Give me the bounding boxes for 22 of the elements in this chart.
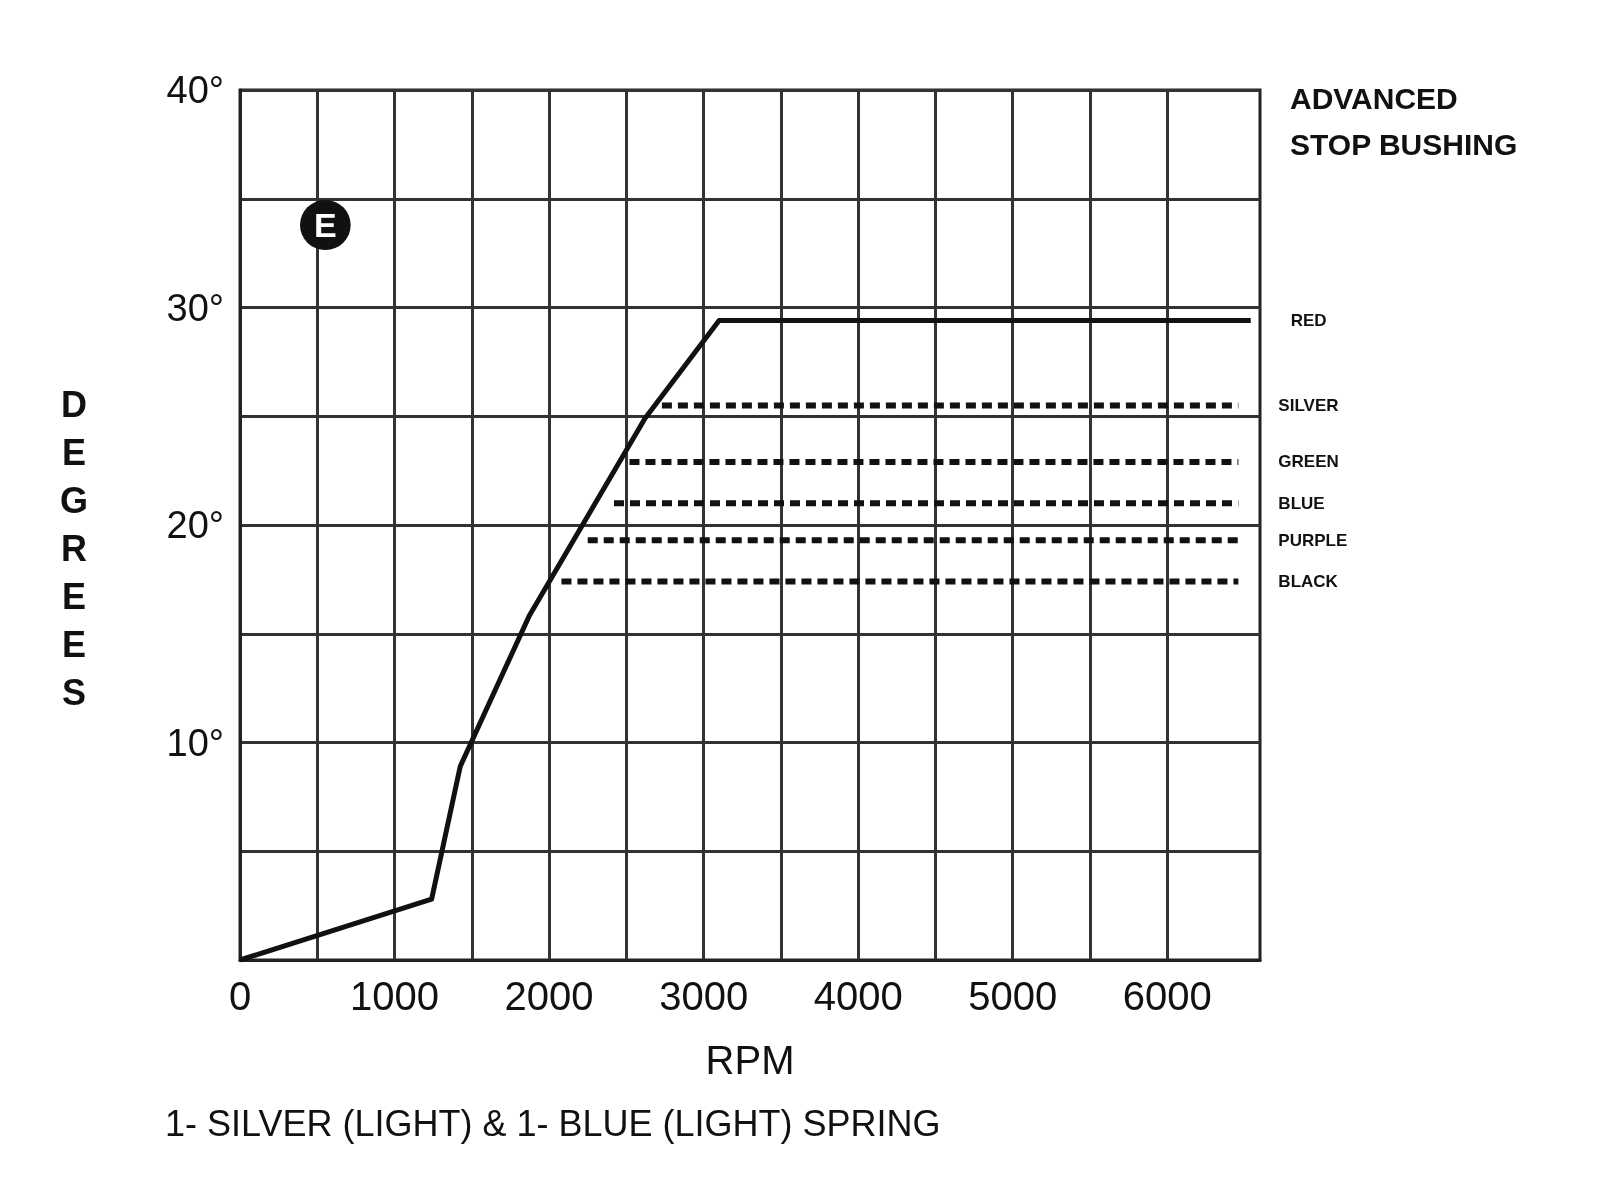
y-tick-label: 40°	[166, 69, 224, 111]
text: BLUE	[1278, 493, 1325, 513]
text: RED	[1290, 311, 1327, 331]
y-tick-label: 30°	[166, 286, 224, 329]
text: BLACK	[1278, 572, 1339, 592]
y-tick-label: 20°	[166, 504, 224, 546]
annotation: E	[314, 206, 337, 244]
x-tick-label: 0	[228, 974, 252, 1018]
text: 1- SILVER (LIGHT) & 1- BLUE (LIGHT) SPRING	[165, 1102, 941, 1144]
text: GREEN	[1278, 452, 1339, 472]
x-tick-label: 2000	[504, 974, 594, 1018]
legend-title: ADVANCED STOP BUSHING	[1290, 81, 1518, 161]
text: PURPLE	[1278, 530, 1348, 550]
x-tick-label: 4000	[813, 974, 903, 1018]
x-axis-title: RPM	[705, 1038, 795, 1082]
y-axis-title: DEGREES	[59, 383, 89, 713]
text: SILVER	[1278, 395, 1339, 415]
x-tick-label: 3000	[659, 974, 749, 1018]
x-tick-label: 5000	[968, 974, 1058, 1018]
x-tick-label: 6000	[1122, 974, 1212, 1018]
x-tick-label: 1000	[350, 974, 440, 1018]
y-tick-label: 10°	[166, 721, 224, 764]
